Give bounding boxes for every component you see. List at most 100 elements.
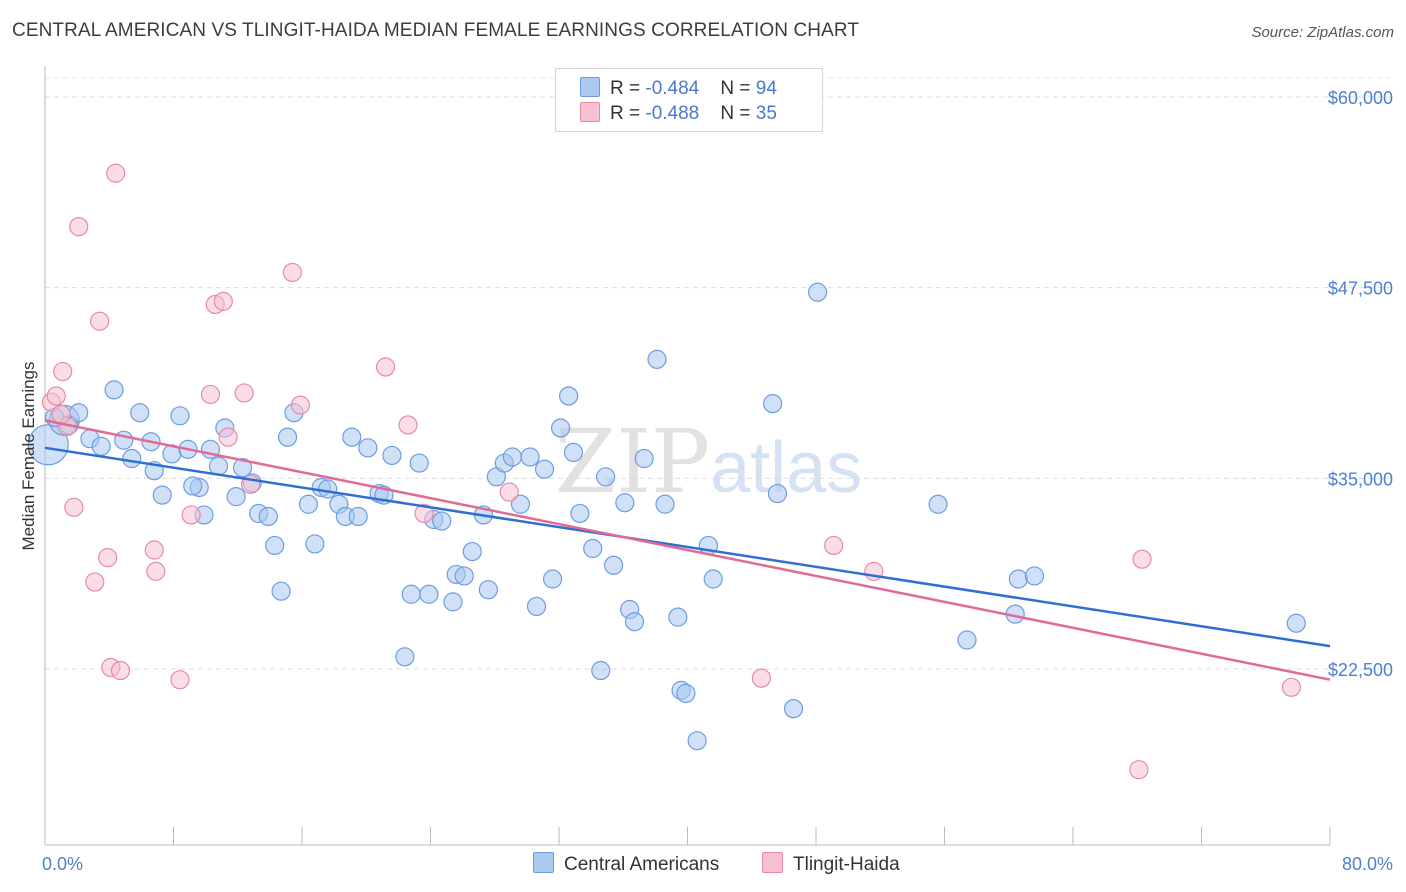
- source-label: Source: ZipAtlas.com: [1251, 24, 1394, 41]
- series-central-americans: [27, 282, 1306, 751]
- point-tlingit-haida: [90, 311, 110, 331]
- legend: R = -0.484 N = 94 R = -0.488 N = 35: [555, 68, 823, 132]
- point-central-americans: [583, 538, 603, 559]
- point-central-americans: [298, 494, 319, 514]
- point-central-americans: [647, 349, 667, 369]
- point-central-americans: [1286, 613, 1306, 633]
- point-central-americans: [152, 485, 172, 505]
- point-tlingit-haida: [414, 503, 434, 524]
- legend-r-value: -0.488: [645, 103, 700, 124]
- point-central-americans: [928, 494, 948, 514]
- point-central-americans: [271, 581, 291, 601]
- point-central-americans: [591, 660, 611, 681]
- point-central-americans: [183, 476, 203, 496]
- series-tlingit-haida: [41, 163, 1302, 780]
- legend-n-value: 35: [755, 103, 777, 124]
- point-tlingit-haida: [218, 427, 238, 447]
- bottom-legend-tlingit-haida: Tlingit-Haida: [762, 852, 900, 876]
- point-central-americans: [91, 436, 111, 456]
- point-central-americans: [783, 699, 804, 719]
- legend-row-tlingit-haida: R = -0.488 N = 35: [580, 102, 777, 126]
- point-central-americans: [615, 493, 635, 513]
- point-central-americans: [265, 535, 285, 556]
- point-central-americans: [655, 494, 675, 514]
- point-central-americans: [767, 483, 788, 504]
- point-central-americans: [634, 448, 654, 469]
- legend-n-label: N =: [720, 78, 756, 99]
- point-central-americans: [226, 487, 246, 507]
- point-central-americans: [305, 534, 325, 554]
- point-tlingit-haida: [53, 361, 73, 382]
- watermark-zip: ZIP: [555, 410, 711, 513]
- bottom-legend-swatch-tlingit-haida: [762, 852, 783, 873]
- bottom-legend-label: Tlingit-Haida: [793, 854, 900, 875]
- watermark: ZIPatlas: [555, 410, 862, 513]
- point-central-americans: [401, 584, 421, 604]
- y-axis-title: Median Female Earnings: [19, 362, 38, 551]
- point-tlingit-haida: [46, 386, 66, 406]
- point-central-americans: [563, 442, 584, 463]
- y-tick-label: $60,000: [1328, 88, 1393, 108]
- point-central-americans: [510, 494, 531, 514]
- point-central-americans: [534, 459, 555, 479]
- point-central-americans: [432, 511, 452, 531]
- legend-row-central-americans: R = -0.484 N = 94: [580, 77, 777, 101]
- point-tlingit-haida: [144, 540, 164, 560]
- x-tick-label: 80.0%: [1342, 854, 1393, 874]
- point-central-americans: [358, 438, 378, 458]
- point-central-americans: [763, 393, 783, 414]
- legend-r-value: -0.484: [645, 78, 700, 99]
- point-tlingit-haida: [146, 561, 166, 581]
- point-central-americans: [478, 580, 498, 600]
- point-central-americans: [502, 447, 523, 467]
- bottom-legend: Central Americans Tlingit-Haida: [0, 852, 1406, 878]
- point-tlingit-haida: [375, 357, 396, 377]
- point-tlingit-haida: [824, 535, 844, 556]
- point-central-americans: [526, 596, 547, 617]
- point-central-americans: [443, 592, 463, 612]
- point-central-americans: [595, 467, 616, 487]
- bottom-legend-central-americans: Central Americans: [533, 852, 719, 876]
- point-central-americans: [668, 607, 688, 627]
- point-central-americans: [122, 448, 142, 469]
- y-tick-label: $47,500: [1328, 279, 1393, 299]
- point-central-americans: [277, 427, 298, 447]
- point-central-americans: [604, 555, 624, 575]
- point-central-americans: [419, 584, 439, 604]
- point-tlingit-haida: [181, 505, 201, 525]
- y-tick-label: $22,500: [1328, 660, 1393, 680]
- point-tlingit-haida: [213, 291, 233, 311]
- bottom-legend-label: Central Americans: [564, 854, 720, 875]
- point-tlingit-haida: [64, 497, 84, 517]
- legend-r-label: R =: [610, 103, 646, 124]
- point-central-americans: [395, 647, 415, 667]
- point-central-americans: [462, 541, 482, 562]
- point-tlingit-haida: [234, 383, 254, 403]
- point-tlingit-haida: [1132, 549, 1152, 569]
- point-tlingit-haida: [69, 217, 89, 237]
- point-tlingit-haida: [170, 670, 190, 690]
- x-tick-label: 0.0%: [42, 854, 83, 874]
- point-central-americans: [27, 424, 69, 466]
- bottom-legend-swatch-central-americans: [533, 852, 554, 873]
- point-tlingit-haida: [398, 415, 418, 435]
- point-central-americans: [258, 506, 278, 527]
- point-central-americans: [382, 445, 402, 466]
- legend-n-value: 94: [755, 78, 777, 99]
- point-tlingit-haida: [290, 395, 310, 415]
- point-tlingit-haida: [751, 668, 771, 688]
- point-central-americans: [130, 403, 150, 423]
- point-tlingit-haida: [499, 482, 519, 502]
- point-central-americans: [542, 569, 563, 589]
- point-central-americans: [703, 569, 723, 589]
- point-central-americans: [624, 612, 645, 632]
- trend-line-central-americans: [44, 446, 1331, 648]
- legend-swatch-central-americans: [580, 77, 600, 97]
- legend-r-label: R =: [610, 78, 646, 99]
- trend-line-tlingit-haida: [44, 419, 1331, 681]
- point-tlingit-haida: [1281, 677, 1302, 697]
- point-central-americans: [232, 458, 253, 478]
- point-central-americans: [318, 479, 338, 499]
- point-central-americans: [570, 503, 590, 524]
- point-central-americans: [559, 386, 579, 406]
